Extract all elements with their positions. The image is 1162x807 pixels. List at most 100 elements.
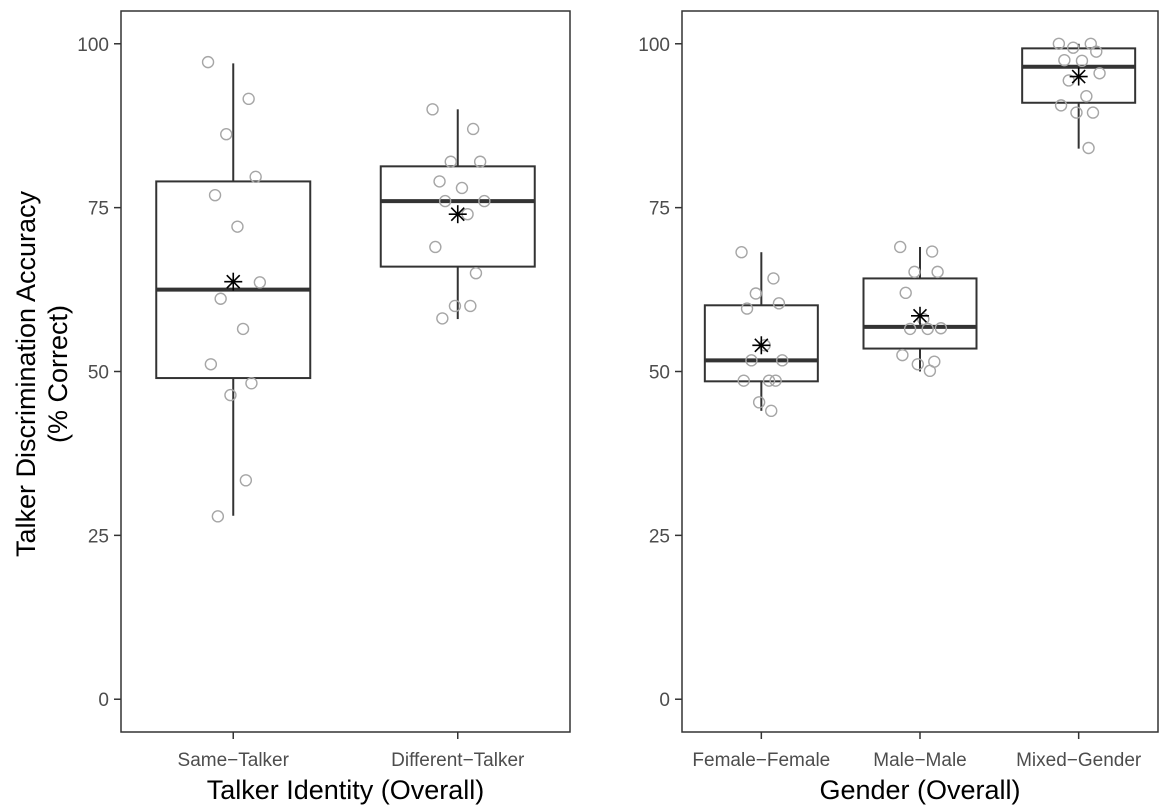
data-point	[1093, 67, 1106, 80]
x-tick-label: Male−Male	[873, 750, 966, 771]
data-point	[448, 299, 462, 313]
box-0	[155, 55, 312, 523]
data-point	[749, 287, 763, 300]
panel-gender: 0 25 50 75 100 Female−Female Male−Male Mixed−Ge…	[638, 10, 1159, 805]
data-point	[894, 240, 907, 254]
y-tick-label: 50	[88, 363, 109, 384]
data-point	[776, 354, 789, 367]
y-tick-label: 0	[98, 690, 109, 711]
data-point	[208, 188, 222, 202]
data-point	[253, 276, 267, 289]
data-point	[239, 474, 253, 487]
data-point	[249, 170, 262, 184]
data-point	[429, 240, 442, 254]
data-point	[772, 297, 786, 310]
data-point	[473, 155, 487, 168]
mean-marker	[1069, 67, 1088, 86]
data-point	[469, 266, 483, 280]
mean-marker-stroke	[1071, 69, 1086, 84]
data-point	[1058, 53, 1071, 67]
data-point	[478, 194, 491, 208]
data-point	[204, 358, 218, 371]
data-point	[1066, 41, 1080, 54]
x-axis-title: Talker Identity (Overall)	[207, 775, 485, 805]
data-point	[236, 322, 250, 336]
y-tick-label: 25	[649, 526, 670, 547]
data-point	[899, 286, 912, 300]
data-point	[903, 322, 917, 336]
y-tick-label: 50	[649, 363, 670, 384]
iqr-box	[703, 304, 819, 383]
iqr-box	[862, 277, 978, 350]
box-1	[862, 240, 978, 378]
data-point	[444, 155, 457, 168]
data-point	[1090, 45, 1103, 58]
data-point	[231, 220, 244, 233]
y-tick-label: 0	[659, 690, 670, 711]
data-point	[921, 322, 934, 336]
y-tick-label: 75	[88, 199, 109, 220]
panel-talker-identity: 0 25 50 75 100 Same−Talker Different−Talker Tal…	[77, 10, 571, 805]
data-point	[896, 348, 909, 362]
data-point	[426, 103, 439, 116]
y-axis-title: Talker Discrimination Accuracy(% Correct…	[11, 190, 73, 557]
data-point	[737, 374, 750, 387]
box-0	[703, 246, 819, 418]
data-point	[438, 194, 452, 208]
x-tick-label: Mixed−Gender	[1016, 750, 1142, 771]
data-point	[931, 265, 944, 279]
x-tick-label: Different−Talker	[391, 750, 525, 771]
data-point	[220, 128, 233, 141]
mean-marker	[752, 336, 771, 355]
data-point	[245, 377, 258, 390]
data-point	[1086, 106, 1100, 119]
data-point	[466, 122, 480, 136]
y-axis-title-line-1: Talker Discrimination Accuracy	[11, 190, 41, 557]
data-point	[925, 245, 939, 258]
mean-marker	[448, 205, 467, 224]
mean-marker-stroke	[912, 308, 928, 323]
x-tick-label: Female−Female	[692, 750, 830, 771]
y-tick-label: 100	[638, 35, 670, 56]
y-tick-label: 25	[88, 526, 109, 547]
box-2	[1021, 37, 1137, 155]
data-point	[201, 55, 215, 69]
y-axis-title-line-2: (% Correct)	[43, 305, 73, 443]
x-tick-label: Same−Talker	[178, 750, 290, 771]
data-point	[455, 181, 469, 195]
data-point	[242, 92, 255, 106]
data-point	[735, 246, 748, 259]
data-point	[752, 396, 766, 409]
data-point	[762, 374, 776, 387]
data-point	[1052, 37, 1066, 50]
data-point	[224, 388, 237, 402]
data-point	[911, 358, 924, 371]
iqr-box	[379, 165, 536, 268]
box-1	[379, 103, 536, 325]
mean-marker	[224, 272, 243, 291]
data-point	[211, 510, 225, 523]
data-point	[436, 312, 449, 325]
data-point	[1070, 106, 1083, 119]
data-point	[769, 374, 782, 387]
x-axis-title: Gender (Overall)	[819, 775, 1020, 805]
mean-marker-stroke	[754, 338, 769, 353]
panel-frame	[120, 10, 571, 733]
y-tick-label: 75	[649, 199, 670, 220]
data-point	[765, 404, 778, 418]
data-point	[1075, 54, 1089, 68]
data-point	[1080, 90, 1093, 103]
data-point	[745, 354, 758, 367]
data-point	[767, 272, 780, 285]
data-point	[740, 302, 754, 315]
mean-marker-stroke	[226, 274, 241, 289]
data-point	[934, 322, 948, 335]
iqr-box	[155, 180, 312, 380]
data-point	[1054, 99, 1068, 112]
data-point	[908, 265, 921, 279]
mean-marker-stroke	[450, 207, 465, 222]
mean-marker	[911, 306, 929, 325]
data-point	[923, 364, 937, 378]
y-tick-label: 100	[77, 35, 109, 56]
